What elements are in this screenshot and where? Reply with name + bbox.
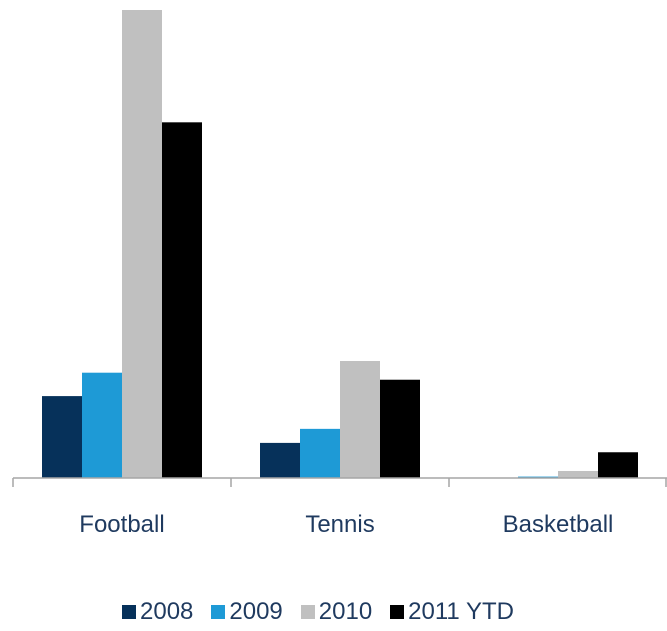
category-label-tennis: Tennis — [305, 511, 374, 538]
bar-football-2008 — [42, 396, 82, 478]
bar-basketball-2010 — [558, 470, 598, 478]
legend-item-2008: 2008 — [122, 598, 193, 626]
legend-label: 2010 — [318, 598, 373, 625]
bar-tennis-2009 — [300, 428, 340, 478]
legend-item-2010: 2010 — [300, 598, 373, 626]
legend-label: 2009 — [229, 598, 283, 625]
legend-swatch — [390, 605, 405, 619]
category-labels: Football Tennis Basketball — [79, 511, 613, 538]
bar-basketball-2011-ytd — [598, 452, 638, 478]
legend-swatch — [211, 605, 226, 619]
category-label-basketball: Basketball — [503, 511, 614, 538]
bar-football-2009 — [82, 372, 122, 478]
bar-football-2011-ytd — [162, 122, 202, 478]
legend-item-2009: 2009 — [211, 598, 283, 626]
legend-swatch — [122, 605, 136, 619]
bar-tennis-2011-ytd — [380, 379, 420, 478]
legend-swatch — [300, 605, 315, 619]
legend-label: 2008 — [140, 598, 194, 625]
legend-item-2011-ytd: 2011 YTD — [390, 598, 514, 626]
bar-tennis-2010 — [340, 361, 380, 478]
x-axis-ticks — [12, 478, 667, 487]
category-label-football: Football — [79, 511, 164, 538]
bar-football-2010 — [122, 10, 162, 478]
bar-chart: Football Tennis Basketball — [12, 10, 667, 538]
legend-label: 2011 YTD — [408, 598, 515, 625]
bar-tennis-2008 — [260, 442, 300, 478]
legend: 2008 2009 2010 2011 YTD — [122, 598, 514, 626]
bars-group — [42, 10, 638, 478]
